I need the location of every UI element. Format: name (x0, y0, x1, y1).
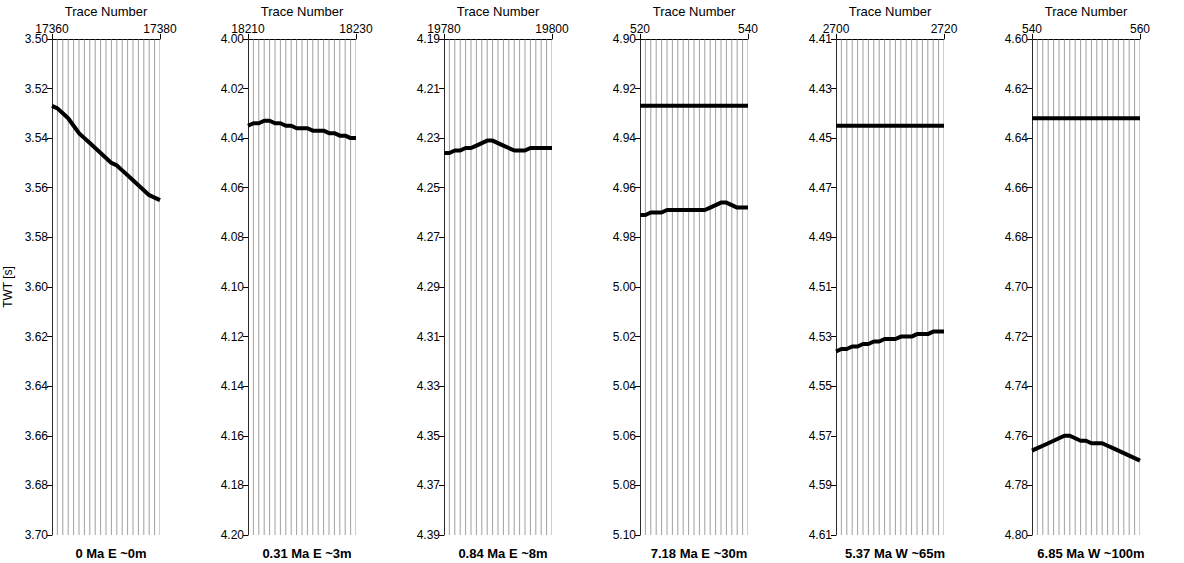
svg-text:4.57: 4.57 (809, 429, 833, 443)
svg-text:4.74: 4.74 (1005, 379, 1029, 393)
svg-text:Trace Number: Trace Number (849, 4, 932, 19)
svg-text:3.68: 3.68 (25, 478, 49, 492)
svg-text:4.19: 4.19 (416, 31, 440, 46)
svg-text:4.53: 4.53 (809, 330, 833, 344)
svg-text:17380: 17380 (143, 22, 177, 36)
svg-text:4.96: 4.96 (613, 181, 637, 195)
svg-text:2720: 2720 (931, 22, 958, 36)
svg-text:17360: 17360 (35, 22, 69, 36)
svg-text:4.94: 4.94 (613, 131, 637, 145)
svg-text:4.98: 4.98 (613, 230, 637, 244)
svg-text:Trace Number: Trace Number (1045, 4, 1128, 19)
svg-text:4.16: 4.16 (221, 429, 245, 443)
svg-text:4.02: 4.02 (221, 82, 245, 96)
svg-text:7.18 Ma E ~30m: 7.18 Ma E ~30m (651, 546, 747, 561)
svg-text:4.61: 4.61 (809, 528, 833, 542)
svg-text:0.84 Ma E ~8m: 0.84 Ma E ~8m (458, 546, 547, 561)
svg-text:3.62: 3.62 (25, 330, 49, 344)
svg-text:3.70: 3.70 (25, 528, 49, 542)
svg-text:0.31 Ma E ~3m: 0.31 Ma E ~3m (262, 546, 351, 561)
svg-text:5.10: 5.10 (613, 528, 637, 542)
svg-text:4.35: 4.35 (417, 429, 441, 443)
svg-text:0 Ma E ~0m: 0 Ma E ~0m (75, 546, 146, 561)
svg-text:540: 540 (738, 22, 758, 36)
svg-text:4.31: 4.31 (417, 330, 441, 344)
svg-text:3.66: 3.66 (25, 429, 49, 443)
svg-text:4.20: 4.20 (221, 528, 245, 542)
svg-text:19800: 19800 (535, 22, 569, 36)
svg-text:4.49: 4.49 (809, 230, 833, 244)
svg-text:Trace Number: Trace Number (653, 4, 736, 19)
svg-text:Trace Number: Trace Number (65, 4, 148, 19)
svg-text:3.64: 3.64 (25, 379, 49, 393)
svg-text:3.60: 3.60 (25, 280, 49, 294)
svg-text:4.80: 4.80 (1005, 528, 1029, 542)
svg-text:4.29: 4.29 (417, 280, 441, 294)
svg-text:4.92: 4.92 (613, 82, 637, 96)
svg-text:4.45: 4.45 (809, 131, 833, 145)
svg-text:3.52: 3.52 (25, 82, 49, 96)
svg-text:3.56: 3.56 (25, 181, 49, 195)
svg-text:4.60: 4.60 (1004, 31, 1028, 46)
svg-text:4.23: 4.23 (417, 131, 441, 145)
svg-text:4.62: 4.62 (1005, 82, 1029, 96)
svg-text:4.37: 4.37 (417, 478, 441, 492)
svg-text:4.70: 4.70 (1005, 280, 1029, 294)
svg-text:5.04: 5.04 (613, 379, 637, 393)
svg-text:5.06: 5.06 (613, 429, 637, 443)
svg-text:4.14: 4.14 (221, 379, 245, 393)
svg-text:5.02: 5.02 (613, 330, 637, 344)
svg-text:4.78: 4.78 (1005, 478, 1029, 492)
svg-text:3.50: 3.50 (24, 31, 48, 46)
svg-text:4.21: 4.21 (417, 82, 441, 96)
svg-text:2700: 2700 (823, 22, 850, 36)
svg-text:4.51: 4.51 (809, 280, 833, 294)
svg-text:4.04: 4.04 (221, 131, 245, 145)
svg-text:4.00: 4.00 (220, 31, 244, 46)
svg-text:4.08: 4.08 (221, 230, 245, 244)
svg-text:18210: 18210 (231, 22, 265, 36)
svg-text:5.00: 5.00 (613, 280, 637, 294)
svg-text:6.85 Ma W ~100m: 6.85 Ma W ~100m (1037, 546, 1144, 561)
svg-text:4.06: 4.06 (221, 181, 245, 195)
svg-text:540: 540 (1022, 22, 1042, 36)
svg-text:4.25: 4.25 (417, 181, 441, 195)
svg-text:4.27: 4.27 (417, 230, 441, 244)
svg-text:4.76: 4.76 (1005, 429, 1029, 443)
svg-text:4.12: 4.12 (221, 330, 245, 344)
svg-text:4.72: 4.72 (1005, 330, 1029, 344)
svg-text:5.08: 5.08 (613, 478, 637, 492)
svg-text:520: 520 (630, 22, 650, 36)
svg-text:4.47: 4.47 (809, 181, 833, 195)
svg-text:4.66: 4.66 (1005, 181, 1029, 195)
svg-text:Trace Number: Trace Number (457, 4, 540, 19)
svg-text:TWT [s]: TWT [s] (1, 266, 15, 308)
svg-text:4.90: 4.90 (612, 31, 636, 46)
svg-text:4.41: 4.41 (808, 31, 832, 46)
svg-text:560: 560 (1130, 22, 1150, 36)
svg-text:4.39: 4.39 (417, 528, 441, 542)
svg-text:3.54: 3.54 (25, 131, 49, 145)
svg-text:Trace Number: Trace Number (261, 4, 344, 19)
svg-text:4.55: 4.55 (809, 379, 833, 393)
svg-text:3.58: 3.58 (25, 230, 49, 244)
svg-text:4.64: 4.64 (1005, 131, 1029, 145)
svg-text:19780: 19780 (427, 22, 461, 36)
svg-text:4.43: 4.43 (809, 82, 833, 96)
svg-text:4.33: 4.33 (417, 379, 441, 393)
svg-text:4.18: 4.18 (221, 478, 245, 492)
svg-text:4.59: 4.59 (809, 478, 833, 492)
svg-text:5.37 Ma W ~65m: 5.37 Ma W ~65m (845, 546, 945, 561)
svg-text:18230: 18230 (339, 22, 373, 36)
svg-text:4.68: 4.68 (1005, 230, 1029, 244)
svg-text:4.10: 4.10 (221, 280, 245, 294)
